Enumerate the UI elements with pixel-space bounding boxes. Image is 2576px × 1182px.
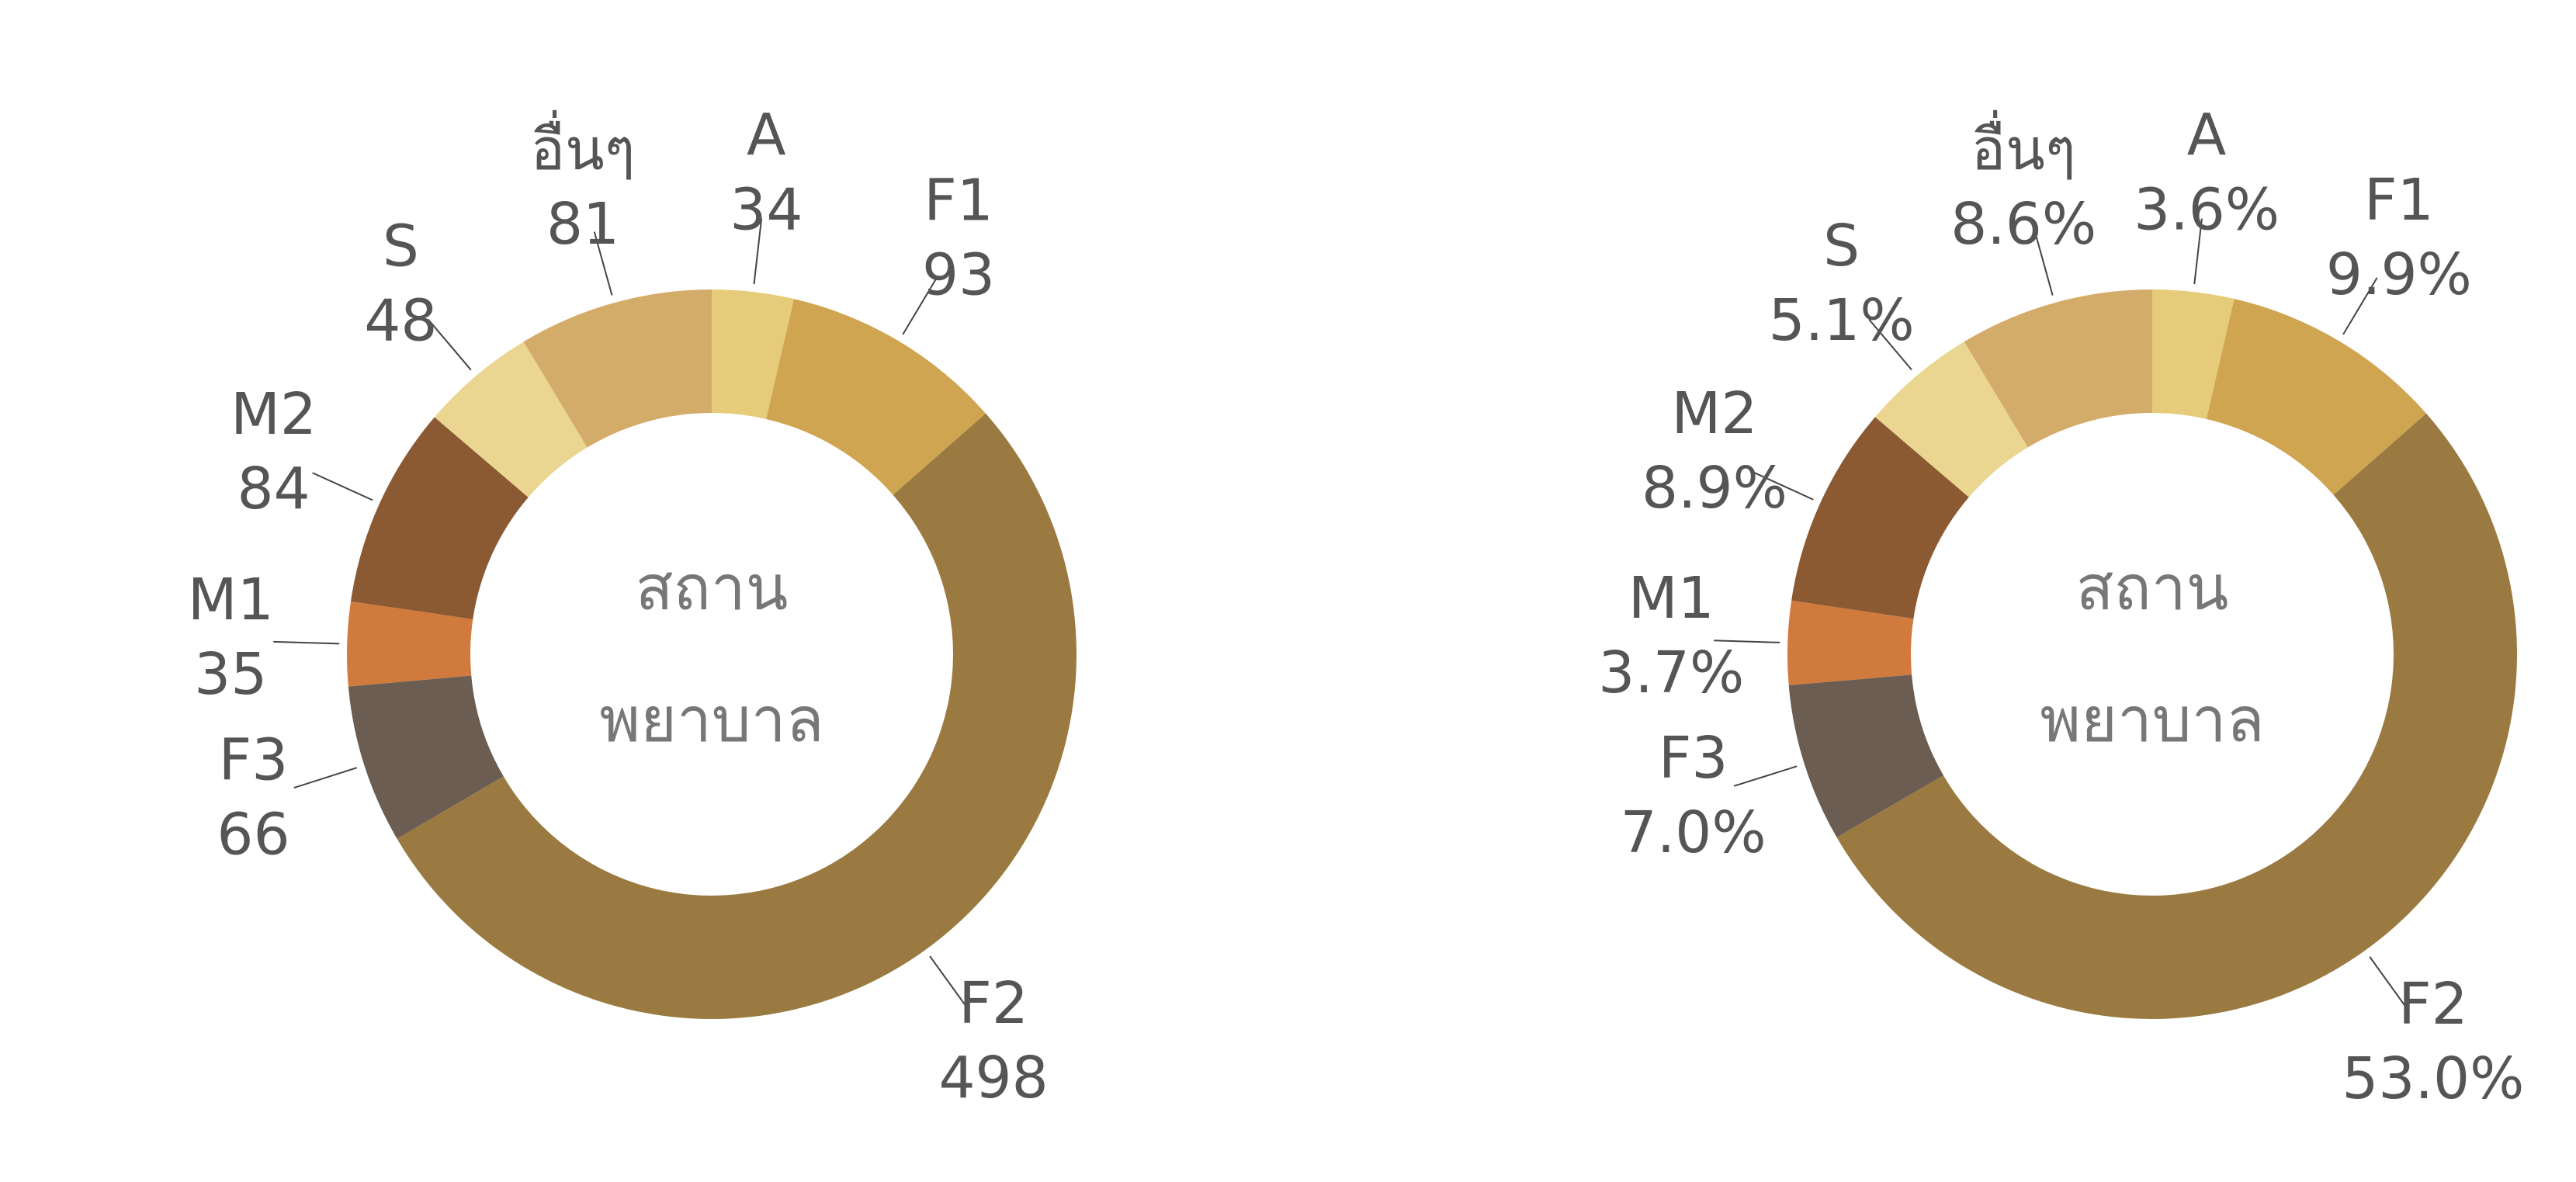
donut-slice (523, 289, 712, 448)
donut-slice (1788, 674, 1943, 837)
donut-slice (2206, 299, 2427, 495)
slice-value: 81 (546, 191, 619, 258)
slice-value: 9.9% (2326, 241, 2472, 308)
center-title: สถาน พยาบาล (2040, 552, 2265, 756)
donut-slice (350, 417, 529, 619)
slice-name: F2 (959, 970, 1028, 1037)
slice-name: อื่นๆ (531, 109, 636, 183)
donut-slice (346, 601, 473, 687)
leader-line (293, 767, 358, 789)
donut-slice (2152, 289, 2234, 419)
leader-line (2369, 956, 2409, 1011)
slice-value: 66 (217, 801, 289, 868)
slice-value: 34 (730, 177, 803, 244)
slice-value: 93 (922, 241, 995, 308)
slice-name: F2 (2398, 971, 2468, 1038)
leader-line (312, 472, 373, 501)
slice-value: 8.9% (1642, 455, 1787, 522)
slice-name: F1 (924, 167, 993, 234)
slice-value: 84 (237, 456, 310, 522)
slice-value: 5.1% (1769, 287, 1915, 354)
leader-line (902, 277, 938, 335)
donut-slice (1875, 341, 2028, 497)
leader-line (593, 231, 613, 296)
slice-value: 7.0% (1621, 799, 1766, 866)
leader-line (1733, 765, 1798, 787)
slice-value: 3.7% (1598, 640, 1744, 706)
slice-name: M1 (188, 567, 274, 633)
slice-name: M2 (231, 381, 317, 448)
leader-line (2342, 277, 2378, 335)
slice-name: อื่นๆ (1971, 109, 2076, 183)
leader-line (929, 955, 969, 1010)
leader-line (2193, 218, 2203, 285)
slice-value: 498 (938, 1045, 1048, 1111)
leader-line (273, 640, 340, 645)
slice-name: M2 (1671, 380, 1757, 447)
donut-slice (1791, 417, 1969, 619)
slice-name: F3 (219, 726, 289, 793)
leader-line (2033, 231, 2054, 296)
donut-slice (712, 289, 795, 420)
donut-slice (1836, 413, 2517, 1019)
slice-name: A (2187, 102, 2227, 168)
slice-name: A (747, 102, 786, 169)
slice-name: M1 (1628, 565, 1714, 632)
leader-line (1868, 318, 1912, 371)
donut-slice (348, 675, 504, 839)
slice-value: 48 (364, 287, 437, 354)
slice-value: 35 (194, 641, 267, 708)
leader-line (1714, 640, 1780, 643)
donut-slice (434, 341, 588, 497)
leader-line (1753, 471, 1814, 501)
slice-name: F3 (1659, 725, 1728, 792)
donut-slice (1787, 600, 1914, 685)
slice-value: 3.6% (2134, 176, 2280, 243)
donut-slice (1964, 289, 2152, 448)
slice-value: 8.6% (1950, 191, 2096, 258)
donut-slice (397, 413, 1077, 1020)
center-title: สถาน พยาบาล (599, 552, 824, 756)
leader-line (428, 319, 472, 371)
slice-name: S (1823, 213, 1860, 279)
leader-line (753, 218, 763, 285)
slice-name: S (383, 213, 419, 279)
donut-slice (766, 299, 986, 495)
slice-name: F1 (2364, 167, 2434, 234)
slice-value: 53.0% (2342, 1045, 2524, 1112)
